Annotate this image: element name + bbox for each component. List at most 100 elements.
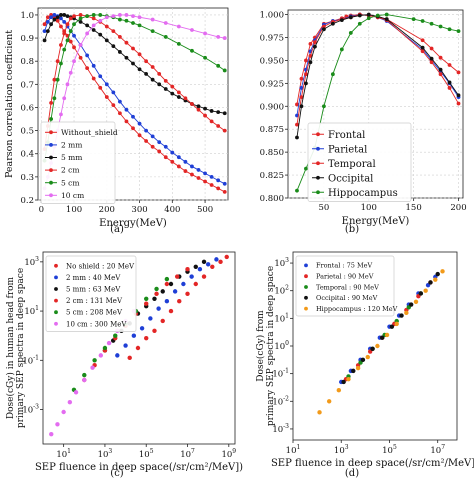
data-point bbox=[295, 135, 299, 140]
data-point bbox=[295, 122, 299, 127]
data-point bbox=[203, 106, 207, 111]
y-axis-label: primary SEP spectra in deep space bbox=[266, 266, 276, 426]
data-point bbox=[341, 379, 346, 385]
data-point bbox=[336, 388, 342, 393]
data-point bbox=[170, 91, 175, 96]
legend-marker bbox=[49, 155, 53, 160]
data-point bbox=[447, 86, 452, 90]
data-point bbox=[104, 82, 109, 87]
data-point bbox=[346, 376, 351, 382]
data-point bbox=[183, 169, 188, 173]
data-point bbox=[135, 345, 141, 351]
data-point bbox=[429, 60, 434, 65]
data-point bbox=[72, 22, 76, 27]
data-point bbox=[375, 343, 380, 349]
data-point bbox=[117, 35, 122, 39]
data-point bbox=[72, 14, 76, 18]
data-point bbox=[117, 111, 122, 116]
data-point bbox=[326, 399, 332, 404]
data-point bbox=[163, 78, 168, 83]
data-point bbox=[62, 19, 67, 24]
legend-marker bbox=[49, 143, 53, 147]
data-point bbox=[413, 299, 419, 304]
x-tick-label: 105 bbox=[382, 444, 397, 456]
data-point bbox=[423, 288, 428, 293]
y-tick-label: 0.2 bbox=[20, 196, 34, 206]
data-point bbox=[127, 355, 132, 361]
data-point bbox=[98, 74, 103, 79]
data-point bbox=[176, 90, 181, 95]
legend-marker bbox=[316, 132, 320, 137]
x-tick-label: 300 bbox=[131, 205, 147, 215]
data-point bbox=[154, 286, 159, 292]
data-point bbox=[139, 326, 145, 331]
data-point bbox=[91, 63, 96, 68]
data-point bbox=[49, 431, 54, 437]
data-point bbox=[68, 16, 73, 21]
legend-label: 10 cm bbox=[61, 191, 84, 200]
data-point bbox=[170, 84, 175, 89]
data-point bbox=[55, 15, 60, 20]
y-tick-label: 0.800 bbox=[260, 194, 284, 204]
data-point bbox=[299, 95, 304, 100]
legend-marker bbox=[54, 275, 58, 280]
data-point bbox=[222, 181, 227, 186]
data-point bbox=[49, 15, 54, 20]
legend-label: 2 cm bbox=[61, 166, 79, 175]
data-point bbox=[176, 24, 181, 29]
x-tick-label: 109 bbox=[221, 448, 236, 460]
data-point bbox=[216, 178, 221, 183]
data-point bbox=[163, 144, 168, 149]
data-point bbox=[160, 289, 165, 294]
data-point bbox=[428, 280, 433, 285]
data-point bbox=[164, 281, 170, 287]
data-point bbox=[152, 296, 157, 301]
data-point bbox=[131, 61, 135, 66]
data-point bbox=[196, 104, 201, 109]
data-point bbox=[163, 155, 168, 160]
y-tick-label: 102 bbox=[274, 285, 289, 297]
data-point bbox=[404, 310, 409, 316]
data-point bbox=[351, 368, 356, 374]
data-point bbox=[67, 399, 73, 405]
y-tick-label: 103 bbox=[24, 256, 39, 268]
chart-panel-d: 101 103 105 107 10-3 10-2 10-1 100 101 102 103 SEP … bbox=[255, 251, 474, 479]
data-point bbox=[137, 52, 142, 57]
y-tick-label: 0.9 bbox=[20, 34, 34, 44]
x-tick-label: 105 bbox=[139, 448, 154, 460]
data-point bbox=[131, 14, 135, 18]
x-axis-label: Energy(MeV) bbox=[342, 216, 410, 227]
data-point bbox=[308, 53, 313, 58]
data-point bbox=[447, 63, 452, 67]
data-point bbox=[150, 134, 155, 139]
series-line bbox=[296, 14, 459, 138]
data-point bbox=[111, 29, 116, 34]
y-tick-label: 10-3 bbox=[22, 404, 39, 416]
data-point bbox=[197, 267, 203, 272]
legend-label: 2 mm : 40 MeV bbox=[66, 274, 121, 282]
data-point bbox=[144, 72, 149, 76]
data-point bbox=[216, 63, 221, 68]
data-point bbox=[55, 77, 60, 82]
y-tick-label: 10-1 bbox=[22, 354, 39, 366]
x-tick-label: 500 bbox=[197, 205, 213, 215]
data-point bbox=[115, 353, 120, 358]
data-point bbox=[224, 254, 229, 260]
series-5 bbox=[49, 308, 137, 437]
data-point bbox=[150, 144, 155, 149]
data-point bbox=[313, 40, 317, 44]
data-point bbox=[435, 271, 440, 277]
data-point bbox=[389, 324, 395, 329]
data-point bbox=[117, 13, 122, 17]
data-point bbox=[216, 186, 221, 191]
data-point bbox=[456, 93, 461, 98]
series-3 bbox=[295, 12, 461, 140]
legend-marker bbox=[54, 263, 58, 268]
panel-caption: (a) bbox=[110, 224, 124, 235]
data-point bbox=[91, 23, 96, 28]
data-point bbox=[92, 358, 97, 363]
data-point bbox=[299, 104, 304, 109]
data-point bbox=[209, 119, 214, 124]
data-point bbox=[160, 318, 165, 324]
data-point bbox=[59, 112, 63, 117]
